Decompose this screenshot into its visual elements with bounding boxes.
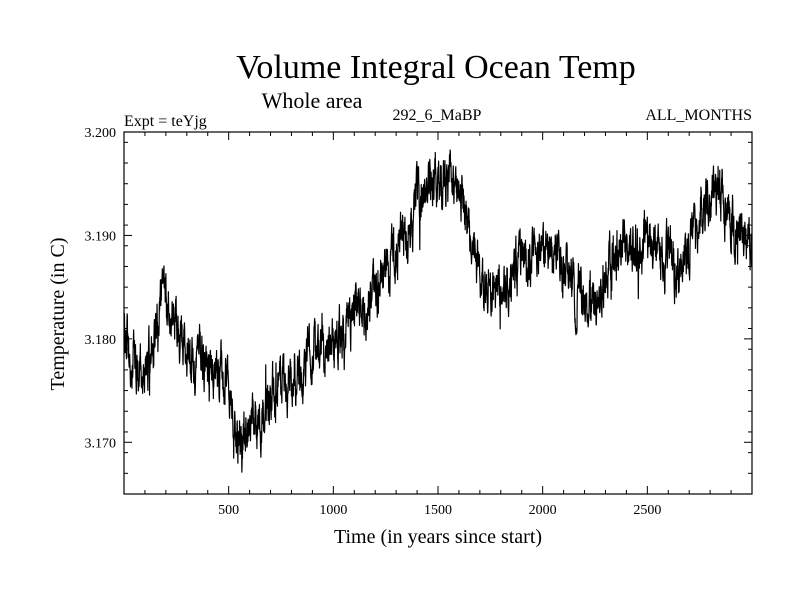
x-tick-label: 2500 bbox=[633, 503, 661, 518]
x-tick-label: 2000 bbox=[529, 503, 557, 518]
run-label: 292_6_MaBP bbox=[393, 107, 482, 124]
x-axis-label: Time (in years since start) bbox=[334, 526, 542, 548]
x-axis: 500 1000 1500 2000 2500 bbox=[144, 132, 732, 518]
y-tick-label: 3.190 bbox=[85, 229, 117, 244]
chart-title: Volume Integral Ocean Temp bbox=[236, 49, 636, 86]
x-tick-label: 1000 bbox=[319, 503, 347, 518]
y-axis: 3.170 3.180 3.190 3.200 bbox=[85, 126, 752, 495]
months-label: ALL_MONTHS bbox=[645, 107, 752, 124]
chart-subtitle: Whole area bbox=[262, 88, 363, 113]
experiment-label: Expt = teYjg bbox=[124, 113, 207, 130]
x-tick-label: 500 bbox=[218, 503, 239, 518]
y-tick-label: 3.170 bbox=[85, 436, 117, 451]
temperature-series-line bbox=[123, 149, 753, 473]
x-tick-label: 1500 bbox=[424, 503, 452, 518]
y-axis-label: Temperature (in C) bbox=[47, 238, 69, 391]
y-tick-label: 3.200 bbox=[85, 126, 117, 141]
y-tick-label: 3.180 bbox=[85, 333, 117, 348]
